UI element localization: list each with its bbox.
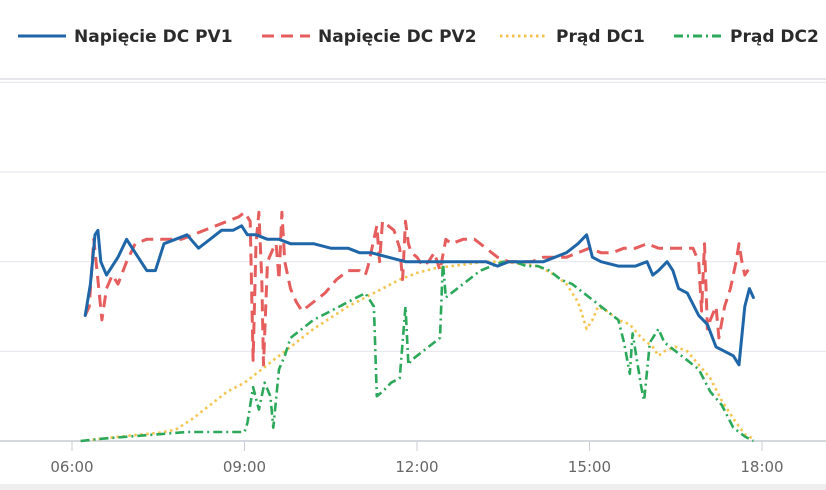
x-tick-label-2: 12:00 — [395, 458, 438, 476]
x-tick-label-1: 09:00 — [223, 458, 266, 476]
legend-label-3[interactable]: Prąd DC1 — [556, 27, 645, 47]
series-line-4[interactable] — [80, 260, 755, 443]
chart-legend: Napięcie DC PV1 Napięcie DC PV2 Prąd DC1 Pr… — [18, 27, 819, 47]
bottom-scroll-strip — [0, 484, 826, 490]
x-tick-label-0: 06:00 — [50, 458, 93, 476]
legend-label-2[interactable]: Napięcie DC PV2 — [318, 27, 477, 47]
x-tick-label-3: 15:00 — [568, 458, 611, 476]
legend-label-1[interactable]: Napięcie DC PV1 — [74, 27, 233, 47]
series-line-2[interactable] — [83, 210, 752, 367]
series-line-1[interactable] — [83, 224, 755, 367]
series-lines — [80, 210, 755, 443]
x-axis: 06:00 09:00 12:00 15:00 18:00 — [50, 441, 784, 476]
x-tick-label-4: 18:00 — [740, 458, 783, 476]
legend-label-4[interactable]: Prąd DC2 — [730, 27, 819, 47]
